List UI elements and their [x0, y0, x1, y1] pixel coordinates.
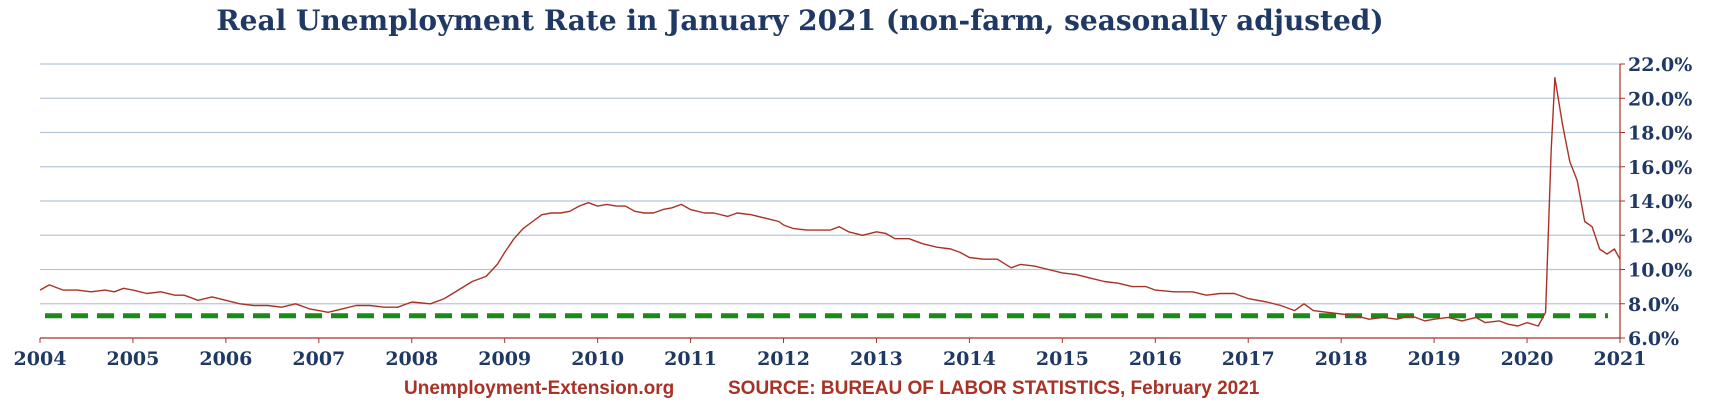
y-tick-label: 6.0% — [1628, 328, 1679, 350]
x-tick-label: 2009 — [478, 348, 531, 370]
x-tick-label: 2018 — [1315, 348, 1368, 370]
y-tick-label: 18.0% — [1628, 123, 1692, 145]
x-tick-label: 2016 — [1129, 348, 1182, 370]
y-tick-label: 8.0% — [1628, 294, 1679, 316]
x-tick-label: 2015 — [1036, 348, 1089, 370]
footer-site: Unemployment-Extension.org — [404, 378, 675, 399]
x-tick-label: 2012 — [757, 348, 810, 370]
x-tick-label: 2017 — [1222, 348, 1275, 370]
y-tick-label: 10.0% — [1628, 260, 1692, 282]
y-tick-label: 14.0% — [1628, 191, 1692, 213]
x-tick-label: 2014 — [943, 348, 996, 370]
x-tick-label: 2010 — [571, 348, 624, 370]
x-tick-label: 2013 — [850, 348, 903, 370]
x-tick-label: 2020 — [1501, 348, 1554, 370]
y-tick-label: 22.0% — [1628, 54, 1692, 76]
y-tick-label: 12.0% — [1628, 225, 1692, 247]
x-tick-label: 2008 — [385, 348, 438, 370]
x-tick-label: 2019 — [1408, 348, 1461, 370]
x-tick-label: 2006 — [199, 348, 252, 370]
y-tick-label: 20.0% — [1628, 88, 1692, 110]
footer-source: SOURCE: BUREAU OF LABOR STATISTICS, Febr… — [728, 378, 1260, 399]
x-tick-label: 2021 — [1594, 348, 1647, 370]
series-line — [39, 77, 1621, 327]
chart-title: Real Unemployment Rate in January 2021 (… — [216, 4, 1384, 37]
x-tick-label: 2007 — [292, 348, 345, 370]
x-tick-label: 2004 — [14, 348, 67, 370]
x-tick-label: 2011 — [664, 348, 717, 370]
x-tick-label: 2005 — [106, 348, 159, 370]
y-tick-label: 16.0% — [1628, 157, 1692, 179]
